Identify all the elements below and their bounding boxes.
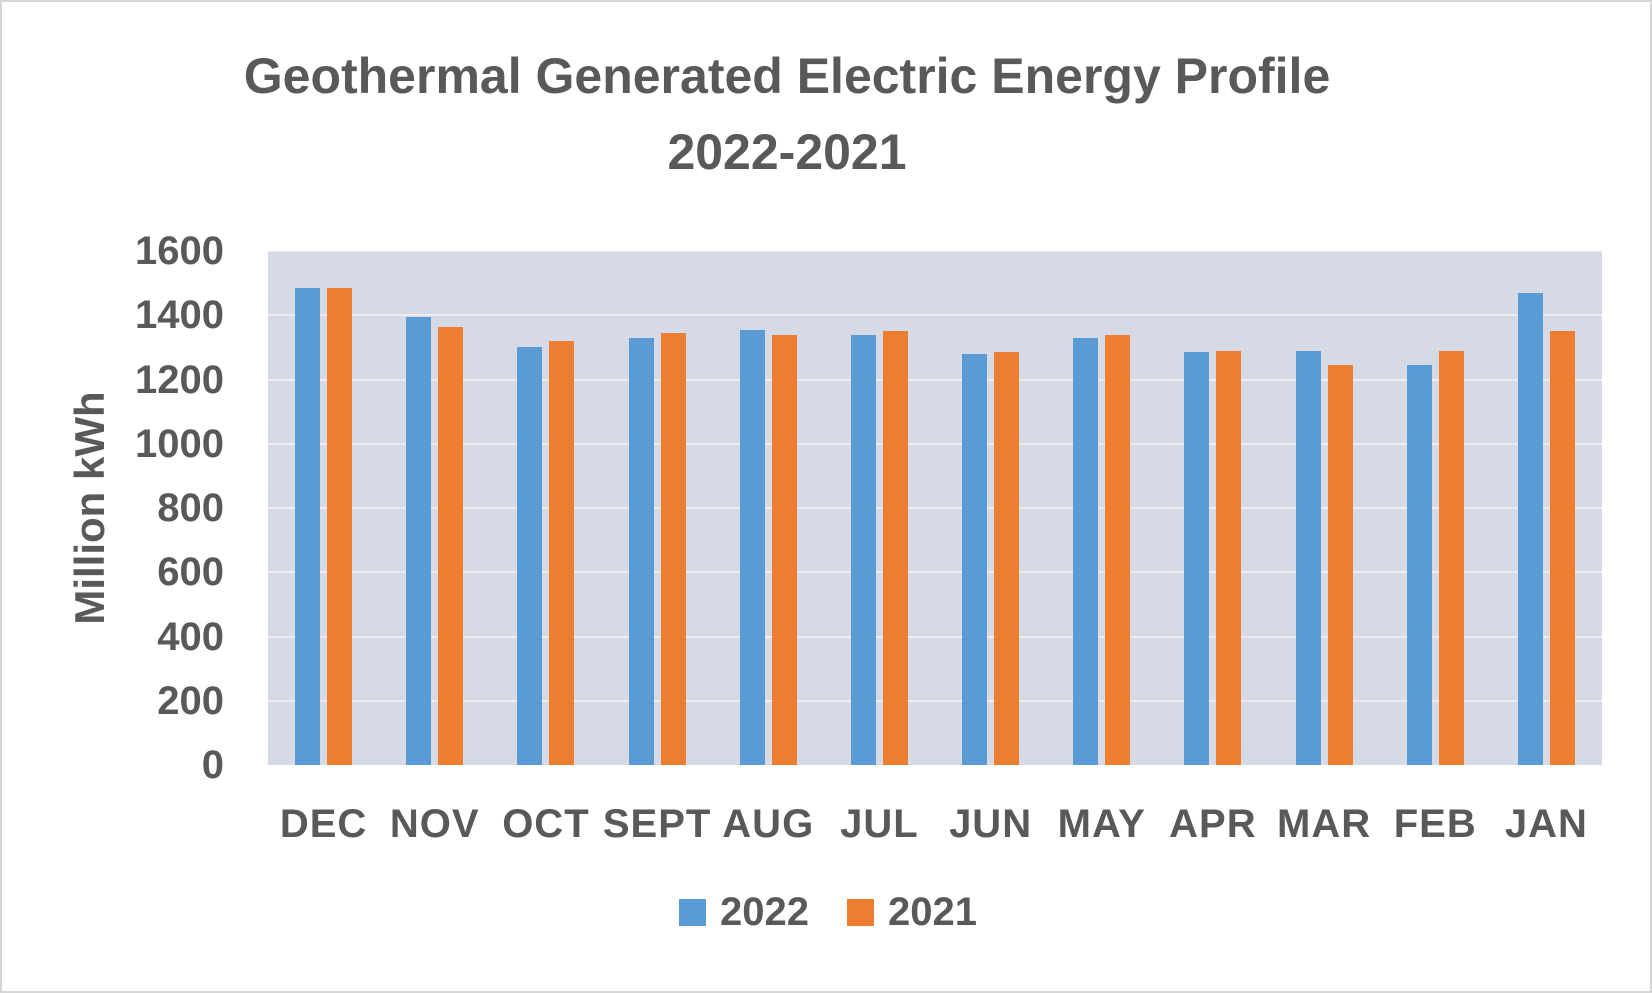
y-tick-label-800: 800 bbox=[157, 486, 224, 530]
bar-group-mar bbox=[1269, 251, 1380, 765]
x-tick-label-apr: APR bbox=[1169, 802, 1257, 846]
bar-2022-nov bbox=[406, 316, 432, 765]
bar-2022-jan bbox=[1517, 292, 1543, 765]
bar-2022-sept bbox=[628, 337, 654, 765]
gridline-600 bbox=[268, 571, 1602, 574]
bar-2021-jul bbox=[882, 331, 908, 765]
bar-2021-dec bbox=[327, 287, 353, 765]
y-tick-label-1600: 1600 bbox=[135, 229, 224, 273]
x-tick-label-may: MAY bbox=[1057, 802, 1146, 846]
legend-label-2021: 2021 bbox=[888, 890, 977, 934]
bar-2021-sept bbox=[660, 332, 686, 765]
legend-label-2022: 2022 bbox=[720, 890, 809, 934]
y-tick-label-1400: 1400 bbox=[135, 293, 224, 338]
y-tick-label-0: 0 bbox=[201, 743, 224, 787]
chart-title: Geothermal Generated Electric Energy Pro… bbox=[2, 38, 1572, 190]
bar-2022-mar bbox=[1295, 350, 1321, 765]
x-tick-label-mar: MAR bbox=[1277, 802, 1372, 846]
gridline-1400 bbox=[268, 314, 1602, 317]
bar-group-apr bbox=[1157, 251, 1268, 765]
bar-2022-oct bbox=[517, 347, 543, 765]
chart-title-line2: 2022-2021 bbox=[667, 124, 907, 180]
legend: 2022 2021 bbox=[2, 890, 1650, 935]
bar-group-nov bbox=[379, 251, 490, 765]
bar-2022-jun bbox=[962, 353, 988, 765]
bar-2021-jun bbox=[994, 352, 1020, 765]
bar-group-jan bbox=[1491, 251, 1602, 765]
bar-group-sept bbox=[602, 251, 713, 765]
x-tick-label-sept: SEPT bbox=[602, 802, 712, 846]
bar-2021-aug bbox=[771, 334, 797, 765]
bar-2021-oct bbox=[549, 341, 575, 765]
bar-2022-may bbox=[1073, 337, 1099, 765]
x-tick-label-dec: DEC bbox=[279, 802, 368, 846]
gridline-1000 bbox=[268, 442, 1602, 445]
y-tick-label-400: 400 bbox=[157, 614, 224, 659]
x-tick-label-oct: OCT bbox=[502, 802, 590, 846]
bar-group-jun bbox=[935, 251, 1046, 765]
x-tick-label-jun: JUN bbox=[949, 802, 1033, 846]
bar-group-dec bbox=[268, 251, 379, 765]
x-tick-label-aug: AUG bbox=[722, 802, 815, 846]
bar-2021-may bbox=[1105, 334, 1131, 765]
bar-2022-apr bbox=[1184, 352, 1210, 765]
chart-title-line1: Geothermal Generated Electric Energy Pro… bbox=[243, 48, 1331, 104]
gridline-1600 bbox=[268, 250, 1602, 252]
bar-2021-feb bbox=[1438, 350, 1464, 765]
legend-swatch-2021 bbox=[847, 899, 874, 926]
bar-2022-dec bbox=[295, 287, 321, 765]
bar-2021-mar bbox=[1327, 365, 1353, 765]
legend-item-2022: 2022 bbox=[679, 890, 809, 935]
bar-2022-aug bbox=[739, 329, 765, 765]
bar-2021-apr bbox=[1216, 350, 1242, 765]
bar-group-aug bbox=[713, 251, 824, 765]
bar-2022-feb bbox=[1406, 365, 1432, 765]
y-tick-label-200: 200 bbox=[157, 678, 224, 723]
x-tick-label-jul: JUL bbox=[840, 802, 919, 846]
bar-groups bbox=[268, 251, 1602, 765]
bar-group-feb bbox=[1380, 251, 1491, 765]
legend-item-2021: 2021 bbox=[847, 890, 977, 935]
legend-swatch-2022 bbox=[679, 899, 707, 926]
bar-2022-jul bbox=[850, 334, 876, 765]
gridline-800 bbox=[268, 507, 1602, 509]
x-tick-label-nov: NOV bbox=[389, 802, 480, 846]
gridline-400 bbox=[268, 635, 1602, 638]
gridline-200 bbox=[268, 699, 1602, 702]
plot-area bbox=[268, 250, 1602, 765]
bar-group-may bbox=[1046, 251, 1157, 765]
bar-group-oct bbox=[490, 251, 601, 765]
x-tick-label-jan: JAN bbox=[1504, 802, 1588, 846]
bar-2021-nov bbox=[438, 326, 464, 765]
bar-group-jul bbox=[824, 251, 935, 765]
bar-2021-jan bbox=[1549, 331, 1575, 765]
y-tick-label-1200: 1200 bbox=[135, 357, 224, 402]
y-tick-label-1000: 1000 bbox=[135, 421, 224, 466]
x-tick-label-feb: FEB bbox=[1393, 802, 1477, 846]
y-tick-label-600: 600 bbox=[157, 550, 224, 595]
gridline-1200 bbox=[268, 378, 1602, 381]
